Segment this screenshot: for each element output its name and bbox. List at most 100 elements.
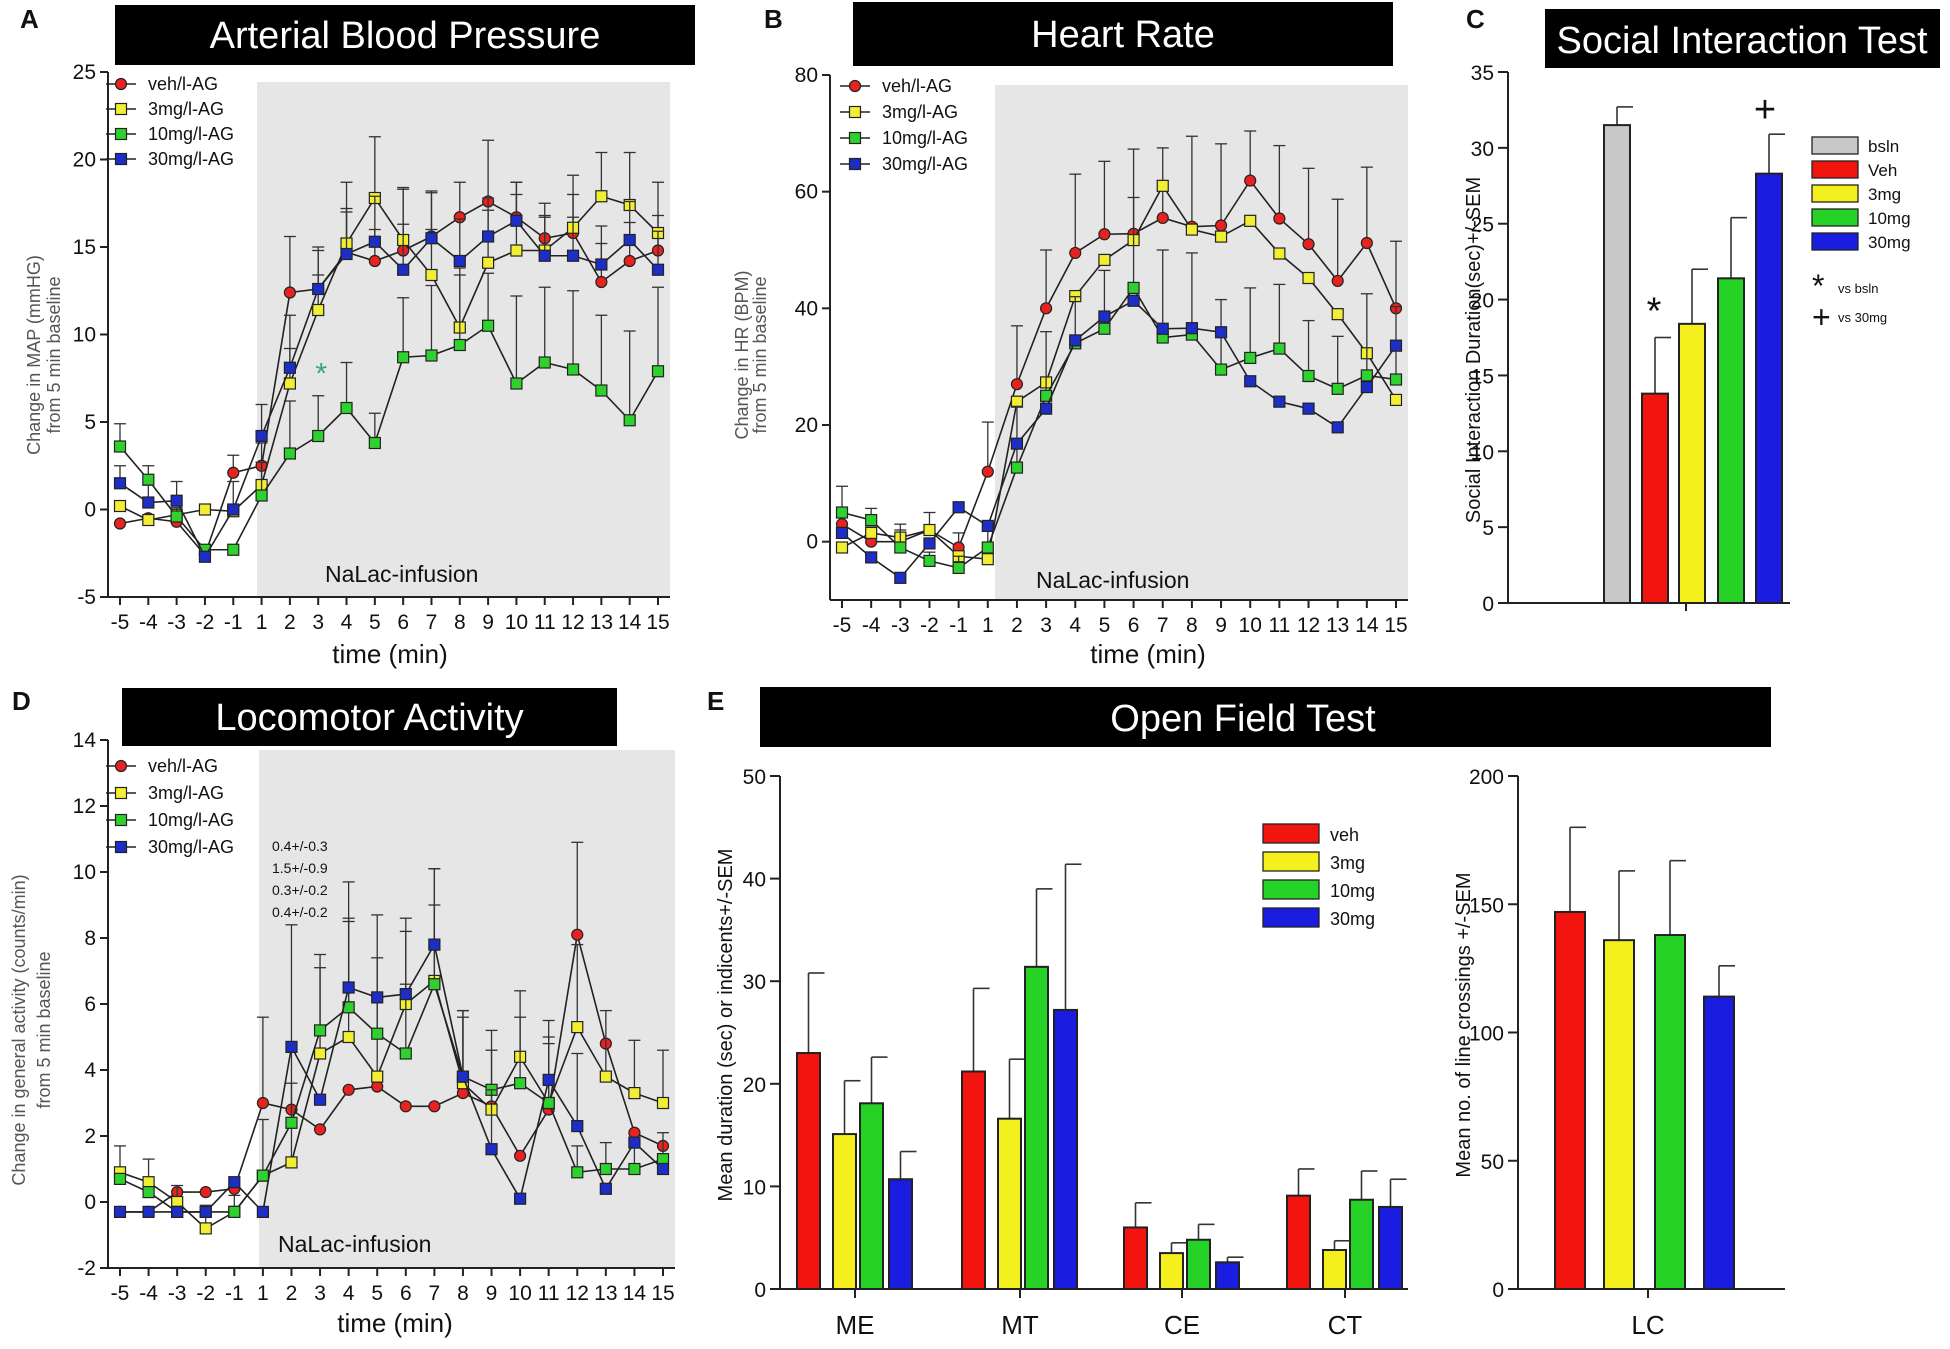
data-point (595, 384, 608, 397)
legend-swatch (1811, 136, 1859, 155)
x-tick-label: 5 (371, 1282, 383, 1305)
x-axis-label: time (min) (1090, 639, 1206, 669)
data-point (170, 510, 183, 523)
data-point (368, 235, 381, 248)
data-point (113, 499, 127, 513)
legend-marker (114, 77, 128, 91)
bar (1654, 934, 1686, 1291)
data-point (623, 414, 636, 427)
data-point (599, 1162, 612, 1176)
x-tick-label: -4 (139, 1282, 158, 1305)
data-point (510, 244, 523, 257)
data-point (566, 249, 580, 262)
x-tick-label: -5 (111, 611, 130, 634)
data-point (835, 506, 849, 519)
data-point (313, 1024, 327, 1037)
x-tick-label: 2 (1011, 614, 1023, 637)
data-point (371, 1027, 384, 1040)
data-point (1098, 228, 1111, 241)
y-tick-label: 10 (73, 861, 96, 884)
x-tick-label: -2 (196, 1282, 215, 1305)
y-tick-label: 15 (1471, 365, 1494, 388)
data-point (342, 1030, 355, 1044)
bar (1717, 277, 1745, 604)
data-point (1273, 212, 1286, 225)
y-tick-label: -2 (77, 1257, 96, 1280)
chart-title: Social Interaction Test (1556, 20, 1927, 62)
x-tick-label: 5 (369, 611, 381, 634)
bar (1286, 1194, 1311, 1291)
x-tick-label: 10 (1239, 614, 1262, 637)
bar (796, 1052, 821, 1291)
data-point (368, 254, 381, 268)
x-tick-label: 4 (1069, 614, 1081, 637)
data-point (198, 550, 212, 563)
data-point (199, 1185, 212, 1199)
data-point (283, 286, 296, 299)
y-tick-label: 50 (1481, 1151, 1504, 1174)
bar (859, 1102, 884, 1290)
title-banner (1545, 9, 1940, 68)
y-tick-label: 25 (1471, 214, 1494, 237)
significance-marker: * (1647, 291, 1662, 333)
legend-label: 3mg/l-AG (148, 783, 224, 803)
chart-title: Heart Rate (1031, 14, 1215, 56)
legend-label: 3mg (1330, 853, 1365, 873)
data-point (1389, 373, 1403, 386)
x-tick-label: 3 (312, 611, 324, 634)
x-tick-label: 15 (651, 1282, 674, 1305)
data-point (628, 1162, 641, 1176)
y-axis-label: Social Interaction Duration(sec)+/-SEM (1463, 177, 1485, 523)
legend-label: 30mg (1330, 909, 1375, 929)
y-tick-label: 60 (795, 181, 818, 204)
data-point (113, 517, 127, 530)
panel-label: A (20, 4, 39, 34)
bar (961, 1070, 986, 1291)
data-point (255, 429, 268, 443)
y-axis-label: Change in MAP (mmHG) (24, 255, 44, 455)
bar (1755, 172, 1783, 605)
x-tick-label: ME (836, 1310, 875, 1340)
y-tick-label: 20 (795, 414, 818, 437)
y-tick-label: 20 (743, 1074, 766, 1097)
x-tick-label: 14 (618, 611, 642, 634)
data-point (1360, 236, 1373, 250)
bar (997, 1117, 1022, 1290)
legend-label: veh/l-AG (148, 74, 218, 94)
y-tick-label: 30 (743, 971, 766, 994)
legend-marker (114, 813, 128, 827)
y-tick-label: 5 (84, 411, 96, 434)
data-point (1214, 326, 1228, 339)
panel-label: B (764, 4, 783, 34)
data-point (170, 494, 183, 507)
y-tick-label: 40 (795, 297, 818, 320)
legend-marker (848, 157, 862, 171)
chart-title: Arterial Blood Pressure (210, 15, 601, 57)
legend-marker (114, 840, 128, 854)
data-point (1360, 369, 1373, 382)
x-tick-label: 9 (486, 1282, 498, 1305)
data-point (1040, 302, 1053, 315)
x-tick-label: -5 (111, 1282, 130, 1305)
y-tick-label: 0 (1492, 1279, 1504, 1302)
title-banner (122, 688, 617, 746)
legend-label: 3mg (1868, 185, 1901, 204)
data-point (1010, 395, 1024, 408)
data-point (1069, 246, 1082, 260)
data-point (514, 1077, 527, 1090)
data-point (538, 356, 551, 369)
series-10mg/l-AG (113, 267, 665, 556)
data-point (1389, 339, 1403, 352)
data-point (1302, 271, 1315, 285)
infusion-shade (259, 750, 675, 1268)
legend-label: Veh (1868, 161, 1897, 180)
bar (1603, 939, 1635, 1290)
x-tick-label: 6 (1128, 614, 1140, 637)
y-tick-label: 30 (1471, 138, 1494, 161)
data-point (342, 981, 355, 994)
data-point (923, 554, 936, 568)
data-point (599, 1070, 612, 1083)
